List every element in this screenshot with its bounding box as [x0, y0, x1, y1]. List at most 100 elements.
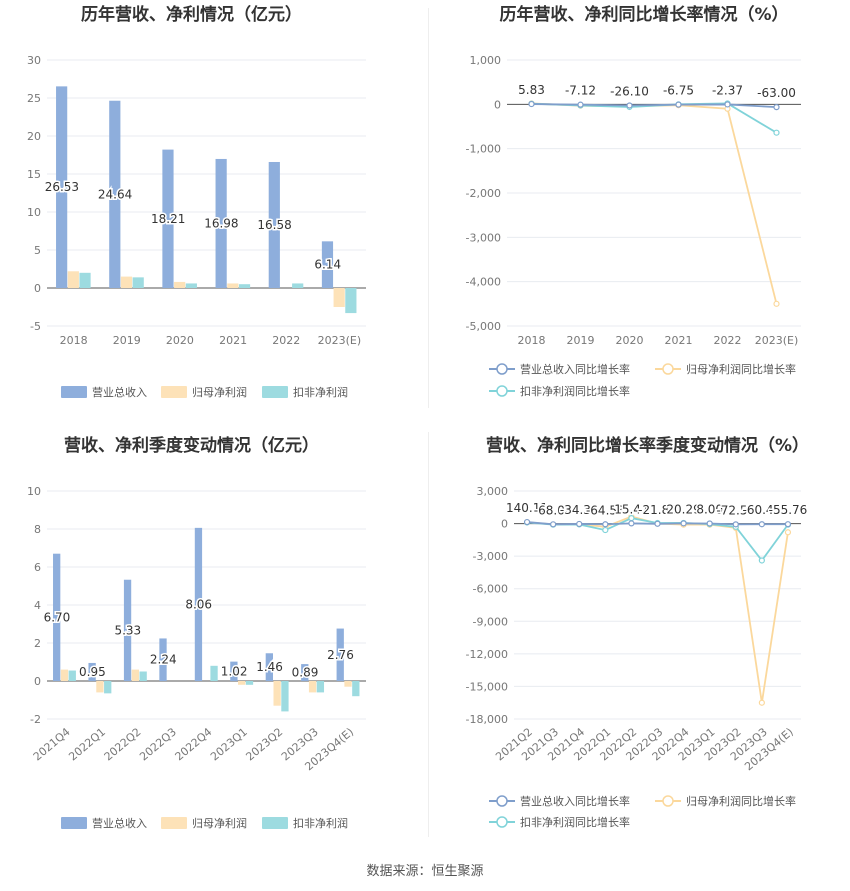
annual-bar-chart-svg: 历年营收、净利情况（亿元） 30 25 20 15 10 5 0 -5 26.53 2018 24.6…	[27, 4, 366, 399]
bar	[344, 681, 352, 687]
annual-growth-line-chart-svg: 历年营收、净利同比增长率情况（%） 1,000 0 -1,000 -2,000 -3,00…	[466, 4, 801, 398]
legend-swatch	[61, 817, 87, 829]
legend-marker	[496, 795, 508, 807]
y-tick-label: 4	[34, 599, 41, 612]
series-point	[602, 521, 609, 528]
series-point	[576, 520, 583, 528]
bar	[273, 681, 281, 706]
data-label: 6.14	[314, 258, 341, 272]
data-label: 26.53	[45, 180, 79, 194]
y-tick-label: 10	[27, 485, 41, 498]
bar	[132, 277, 144, 288]
bar	[281, 681, 289, 712]
legend-label: 扣非净利润	[293, 816, 348, 830]
bar	[104, 681, 112, 694]
data-label: 16.98	[204, 216, 238, 230]
y-tick-label: -3,000	[466, 231, 501, 244]
series-line	[531, 102, 778, 305]
x-tick-label: 2022	[272, 334, 300, 347]
data-label: 18.21	[151, 212, 185, 226]
y-tick-label: 3,000	[477, 485, 509, 498]
quarterly-bar-chart-svg: 营收、净利季度变动情况（亿元） 10 8 6 4 2 0 -2 6.70 2021Q4 0.95 20…	[27, 435, 366, 830]
source-note: 数据来源：恒生聚源	[366, 864, 484, 879]
series-point	[654, 520, 661, 527]
x-tick-label: 2023(E)	[318, 334, 362, 347]
legend-label: 营业总收入	[92, 816, 147, 830]
data-label: -55.76	[769, 503, 808, 517]
bar	[53, 553, 61, 681]
divider-bottom	[428, 432, 429, 837]
data-label: 8.00	[696, 502, 723, 516]
bar	[123, 579, 132, 681]
annual-bar-chart: 历年营收、净利情况（亿元） 30 25 20 15 10 5 0 -5 26.53 2018 24.6…	[0, 0, 428, 410]
bar	[292, 283, 304, 288]
x-tick-label: 2021	[219, 334, 247, 347]
bar	[174, 281, 186, 288]
bar	[352, 681, 360, 697]
legend-swatch	[262, 817, 288, 829]
bar	[162, 149, 174, 288]
legend-label: 营业总收入同比增长率	[520, 362, 630, 376]
y-tick-label: 8	[34, 523, 41, 536]
legend-swatch	[161, 817, 187, 829]
y-tick-label: 5	[34, 244, 41, 257]
bar	[194, 527, 203, 681]
annual-growth-line-chart: 历年营收、净利同比增长率情况（%） 1,000 0 -1,000 -2,000 -3,00…	[428, 0, 850, 410]
series-point	[528, 100, 535, 108]
quarterly-growth-line-chart: 营收、净利同比增长率季度变动情况（%） 3,000 0 -3,000 -6,000 -9,…	[428, 425, 850, 845]
data-label: 5.33	[114, 623, 141, 637]
bar	[268, 161, 280, 288]
bar	[88, 662, 96, 681]
bar	[215, 158, 227, 288]
series-point	[706, 520, 713, 527]
bar	[139, 671, 147, 681]
series-point	[773, 129, 780, 136]
legend-marker	[662, 795, 674, 807]
data-label: 0.89	[292, 666, 319, 680]
bar	[238, 284, 251, 288]
legend-label: 扣非净利润同比增长率	[520, 815, 630, 829]
series-point	[602, 526, 609, 534]
x-tick-label: 2021Q4	[31, 725, 73, 763]
y-tick-label: 0	[501, 518, 508, 531]
x-tick-label: 2018	[518, 334, 546, 347]
bar	[56, 86, 68, 288]
y-tick-label: -5	[30, 320, 41, 333]
x-tick-label: 2023Q1	[208, 725, 250, 763]
data-label: -72.54	[716, 503, 755, 517]
y-tick-label: -2,000	[466, 187, 501, 200]
y-tick-label: -9,000	[473, 615, 508, 628]
bar	[316, 681, 325, 693]
y-tick-label: 20	[27, 130, 41, 143]
bar	[159, 638, 167, 681]
chart-title: 营收、净利季度变动情况（亿元）	[64, 435, 319, 456]
bar	[67, 271, 79, 288]
data-label: 16.58	[257, 218, 291, 232]
legend-marker	[662, 363, 674, 375]
x-tick-label: 2022Q1	[66, 725, 108, 763]
bar	[131, 669, 140, 681]
y-tick-label: -15,000	[466, 680, 508, 693]
bar	[230, 661, 238, 681]
data-label: 2.76	[327, 648, 354, 662]
data-label: 2.24	[150, 653, 177, 667]
bar	[345, 288, 357, 314]
y-tick-label: 0	[34, 675, 41, 688]
data-label: 24.64	[98, 187, 132, 201]
series-point	[550, 521, 557, 528]
chart-title: 营收、净利同比增长率季度变动情况（%）	[486, 435, 809, 456]
bar	[227, 283, 239, 288]
series-point	[784, 521, 792, 528]
y-tick-label: 10	[27, 206, 41, 219]
legend-label: 营业总收入	[92, 385, 147, 399]
data-label: 15.47	[614, 502, 648, 516]
data-label: -6.75	[663, 84, 694, 98]
y-tick-label: -2	[30, 713, 41, 726]
x-tick-label: 2021	[665, 334, 693, 347]
data-label: -60.45	[743, 503, 782, 517]
x-tick-label: 2018	[60, 334, 88, 347]
legend-label: 归母净利润	[192, 816, 247, 830]
data-label: -26.10	[610, 84, 649, 98]
data-label: 8.06	[185, 597, 212, 611]
series-line	[531, 103, 777, 109]
